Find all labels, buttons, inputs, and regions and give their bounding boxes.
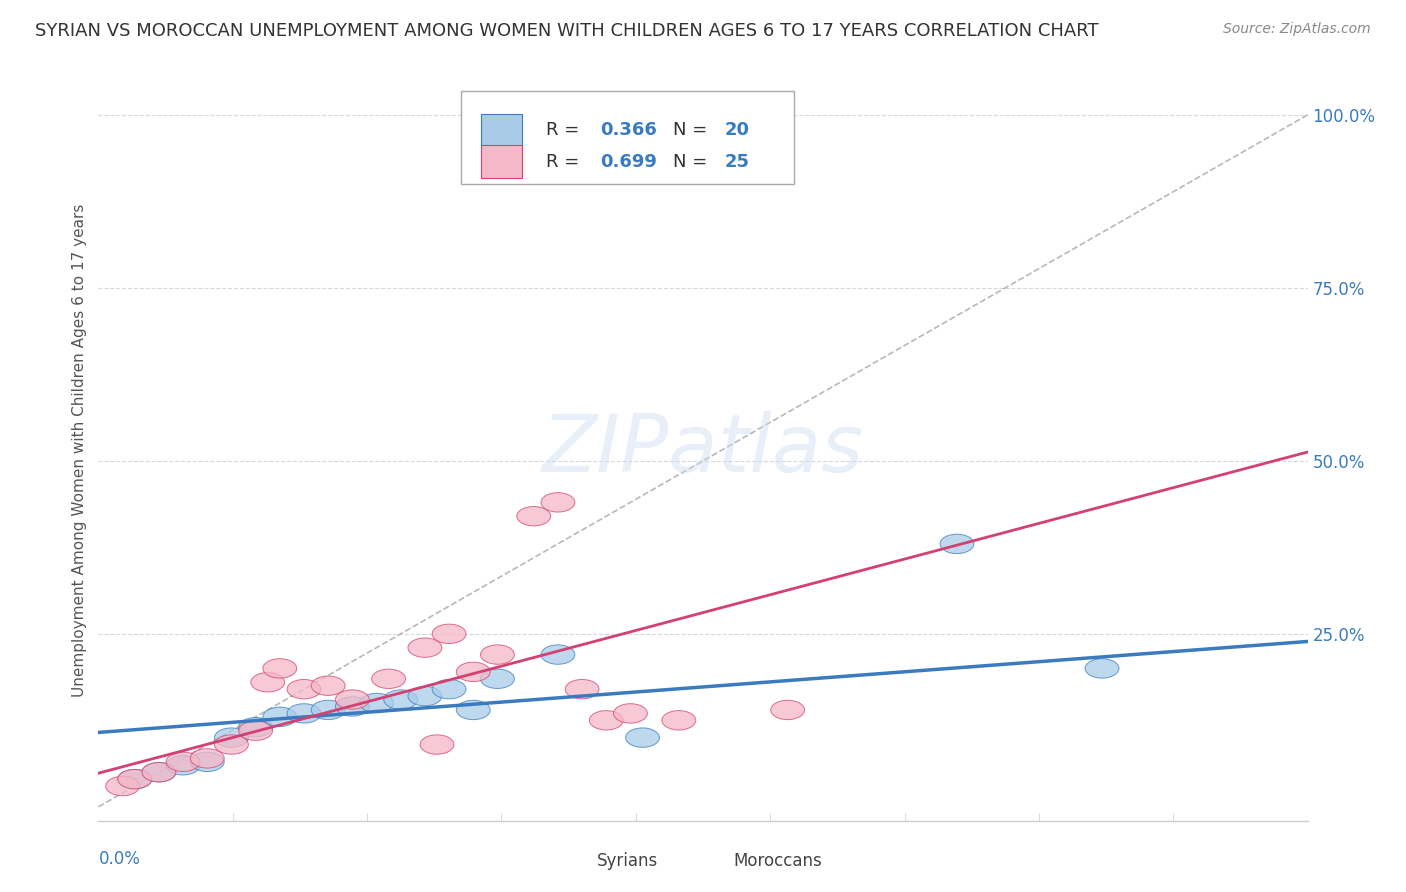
Ellipse shape: [662, 711, 696, 730]
Ellipse shape: [432, 624, 465, 643]
Ellipse shape: [481, 645, 515, 665]
Ellipse shape: [263, 658, 297, 678]
Ellipse shape: [626, 728, 659, 747]
Ellipse shape: [613, 704, 647, 723]
Ellipse shape: [408, 687, 441, 706]
Ellipse shape: [770, 700, 804, 720]
Ellipse shape: [287, 680, 321, 698]
Ellipse shape: [250, 673, 284, 692]
Ellipse shape: [118, 770, 152, 789]
FancyBboxPatch shape: [562, 854, 592, 871]
Ellipse shape: [263, 707, 297, 727]
Ellipse shape: [481, 669, 515, 689]
Ellipse shape: [517, 507, 551, 526]
Ellipse shape: [589, 711, 623, 730]
Ellipse shape: [142, 763, 176, 782]
Text: N =: N =: [672, 153, 713, 170]
Text: Moroccans: Moroccans: [734, 852, 823, 870]
Ellipse shape: [215, 735, 249, 755]
Y-axis label: Unemployment Among Women with Children Ages 6 to 17 years: Unemployment Among Women with Children A…: [72, 203, 87, 698]
Ellipse shape: [215, 728, 249, 747]
FancyBboxPatch shape: [699, 854, 728, 871]
Ellipse shape: [336, 690, 370, 709]
Text: Syrians: Syrians: [596, 852, 658, 870]
Ellipse shape: [360, 693, 394, 713]
Ellipse shape: [287, 704, 321, 723]
Ellipse shape: [336, 697, 370, 716]
Ellipse shape: [239, 717, 273, 737]
FancyBboxPatch shape: [481, 145, 522, 178]
FancyBboxPatch shape: [481, 113, 522, 146]
Text: 0.0%: 0.0%: [98, 850, 141, 868]
Text: R =: R =: [546, 153, 585, 170]
Ellipse shape: [190, 752, 224, 772]
Text: 25: 25: [724, 153, 749, 170]
Text: N =: N =: [672, 121, 713, 139]
Ellipse shape: [457, 662, 491, 681]
Text: 0.699: 0.699: [600, 153, 657, 170]
Text: R =: R =: [546, 121, 585, 139]
Ellipse shape: [541, 492, 575, 512]
Text: SYRIAN VS MOROCCAN UNEMPLOYMENT AMONG WOMEN WITH CHILDREN AGES 6 TO 17 YEARS COR: SYRIAN VS MOROCCAN UNEMPLOYMENT AMONG WO…: [35, 22, 1098, 40]
Ellipse shape: [432, 680, 465, 698]
Text: 0.366: 0.366: [600, 121, 657, 139]
Ellipse shape: [118, 770, 152, 789]
Ellipse shape: [239, 721, 273, 740]
Ellipse shape: [311, 676, 344, 696]
Ellipse shape: [105, 776, 139, 796]
Ellipse shape: [1085, 658, 1119, 678]
Text: Source: ZipAtlas.com: Source: ZipAtlas.com: [1223, 22, 1371, 37]
FancyBboxPatch shape: [461, 91, 793, 184]
Ellipse shape: [371, 669, 405, 689]
Text: 20: 20: [724, 121, 749, 139]
Ellipse shape: [541, 645, 575, 665]
Ellipse shape: [420, 735, 454, 755]
Ellipse shape: [166, 752, 200, 772]
Ellipse shape: [457, 700, 491, 720]
Ellipse shape: [408, 638, 441, 657]
Ellipse shape: [142, 763, 176, 782]
Ellipse shape: [565, 680, 599, 698]
Ellipse shape: [384, 690, 418, 709]
Ellipse shape: [190, 748, 224, 768]
Ellipse shape: [941, 534, 974, 554]
Ellipse shape: [166, 756, 200, 775]
Ellipse shape: [311, 700, 344, 720]
Text: ZIPatlas: ZIPatlas: [541, 411, 865, 490]
